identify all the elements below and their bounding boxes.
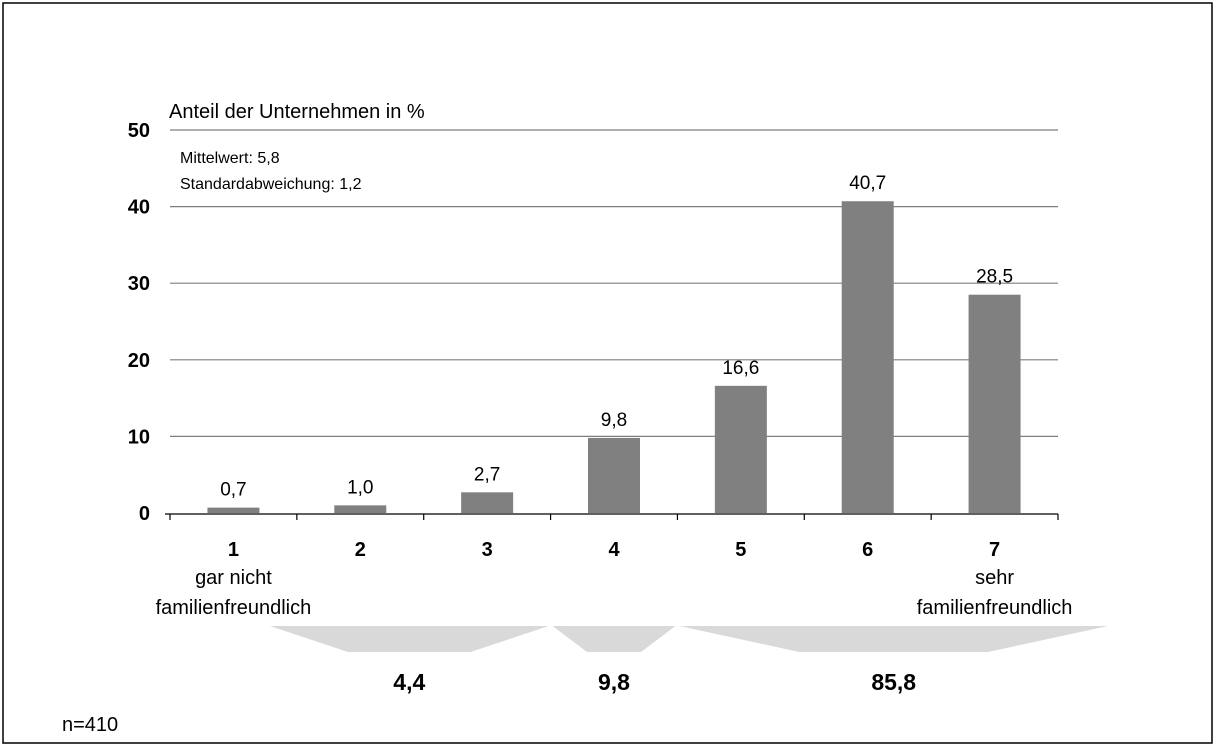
x-tick-sublabel: familienfreundlich [156, 597, 312, 619]
x-tick-sublabel: familienfreundlich [917, 597, 1073, 619]
x-tick-label: 5 [735, 539, 746, 561]
group-sum-label: 4,4 [393, 669, 425, 695]
group-summaries: 4,4 9,8 85,8 [270, 626, 1108, 695]
x-tick-label: 1 [228, 539, 239, 561]
x-tick-label: 4 [608, 539, 620, 561]
bar-value-label: 40,7 [849, 173, 886, 194]
bar-value-label: 16,6 [722, 358, 759, 379]
bar-value-label: 9,8 [601, 410, 627, 431]
y-tick-label: 0 [139, 503, 150, 525]
bar [588, 437, 640, 513]
annotation-mean: Mittelwert: 5,8 [180, 150, 280, 167]
bar [714, 385, 767, 513]
bar [207, 507, 260, 513]
bar-value-label: 2,7 [474, 464, 500, 485]
y-axis-title: Anteil der Unternehmen in % [169, 101, 425, 123]
bar-value-label: 0,7 [220, 480, 246, 501]
group-bracket-shape [679, 626, 1108, 652]
x-tick-label: 3 [482, 539, 493, 561]
sample-size-note: n=410 [62, 714, 118, 736]
bars [207, 201, 1021, 513]
x-tick-labels: 1 gar nicht familienfreundlich 2 3 4 5 6 7 sehr fa… [156, 539, 1073, 619]
x-tick-label: 2 [355, 539, 366, 561]
x-tick-sublabel: sehr [975, 567, 1014, 589]
bar [968, 294, 1021, 513]
x-tick-label: 6 [862, 539, 873, 561]
y-tick-label: 50 [128, 120, 150, 142]
y-tick-labels: 0 10 20 30 40 50 [128, 120, 150, 525]
x-tick-label: 7 [989, 539, 1000, 561]
bar-value-label: 1,0 [347, 477, 373, 498]
value-labels: 0,7 1,0 2,7 9,8 16,6 40,7 28,5 [220, 173, 1013, 500]
group-bracket-shape [270, 626, 549, 652]
group-bracket-shape [552, 626, 676, 652]
bar [461, 492, 514, 513]
annotation-stddev: Standardabweichung: 1,2 [180, 176, 362, 193]
y-tick-label: 30 [128, 273, 150, 295]
bar [334, 505, 387, 513]
gridlines [165, 129, 1059, 520]
x-tick-sublabel: gar nicht [195, 567, 272, 589]
bar-value-label: 28,5 [976, 267, 1013, 288]
y-tick-label: 20 [128, 350, 150, 372]
y-tick-label: 10 [128, 426, 150, 448]
bar [841, 201, 894, 513]
group-sum-label: 9,8 [598, 669, 630, 695]
group-sum-label: 85,8 [871, 669, 916, 695]
y-tick-label: 40 [128, 197, 150, 219]
